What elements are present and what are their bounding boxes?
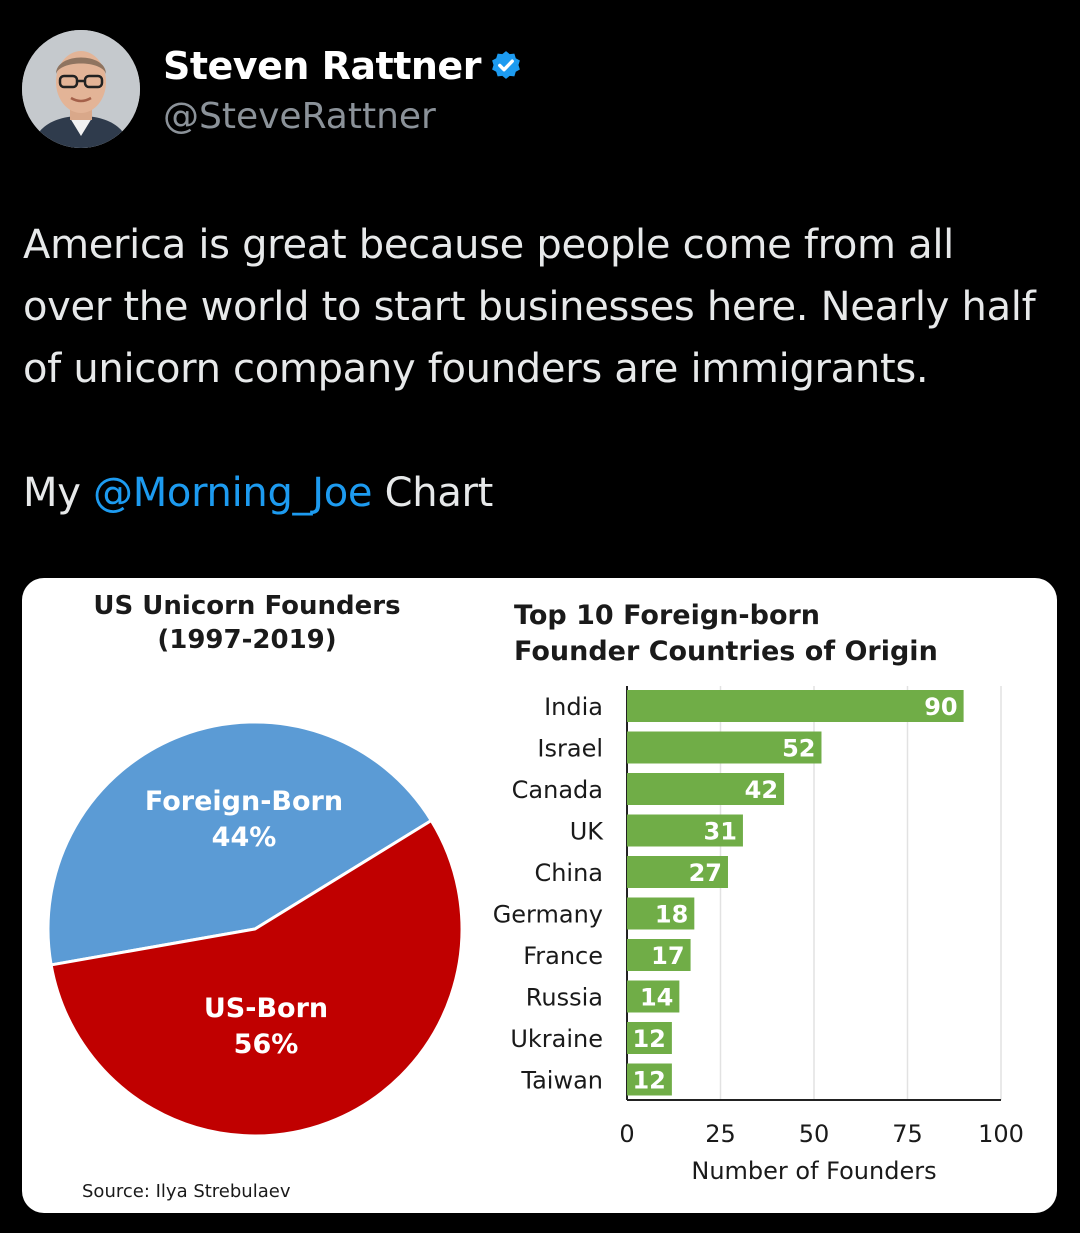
pie-slice-label: Foreign-Born xyxy=(145,786,343,817)
bar-value-label: 31 xyxy=(704,818,737,846)
x-tick-label: 75 xyxy=(892,1120,923,1148)
bar xyxy=(627,939,691,971)
pie-slice-value: 56% xyxy=(234,1029,299,1060)
bar-category-label: India xyxy=(544,693,603,721)
tweet-text-prefix: My xyxy=(23,470,93,516)
bar-value-label: 90 xyxy=(924,693,957,721)
bar xyxy=(627,690,964,722)
pie-subtitle: (1997-2019) xyxy=(157,625,336,655)
bar-subtitle: Founder Countries of Origin xyxy=(514,636,938,667)
tweet-line: My @Morning_Joe Chart xyxy=(23,462,1053,524)
x-tick-label: 50 xyxy=(799,1120,830,1148)
x-tick-label: 0 xyxy=(619,1120,634,1148)
bar-category-label: Ukraine xyxy=(510,1025,603,1053)
bar-value-label: 18 xyxy=(655,901,688,929)
bar-value-label: 14 xyxy=(640,984,673,1012)
bar xyxy=(627,897,695,930)
tweet-text: America is great because people come fro… xyxy=(23,214,1053,524)
chart-source: Source: Ilya Strebulaev xyxy=(82,1181,291,1202)
paragraph-gap xyxy=(23,400,1053,462)
tweet-header: Steven Rattner @SteveRattner xyxy=(22,30,1062,154)
bar-value-label: 12 xyxy=(632,1067,665,1095)
bar xyxy=(627,773,785,805)
pie-slice-us-born xyxy=(49,818,464,1138)
x-tick-label: 25 xyxy=(705,1120,736,1148)
bar xyxy=(627,1022,672,1054)
tweet-text-suffix: Chart xyxy=(372,470,494,516)
pie-slice-label: US-Born xyxy=(204,993,328,1024)
bar-category-label: UK xyxy=(570,818,605,846)
mention-link[interactable]: @Morning_Joe xyxy=(93,470,373,516)
bar-value-label: 27 xyxy=(689,859,722,887)
bar-category-label: Canada xyxy=(512,776,603,804)
verified-badge-icon xyxy=(492,51,520,79)
chart-image[interactable]: US Unicorn Founders (1997-2019) Foreign-Bo… xyxy=(22,578,1057,1213)
avatar-photo xyxy=(22,30,140,148)
bar xyxy=(627,980,680,1013)
author-handle[interactable]: @SteveRattner xyxy=(163,96,436,137)
tweet-line: of unicorn company founders are immigran… xyxy=(23,346,929,392)
pie-slice-value: 44% xyxy=(212,822,277,853)
bar-category-label: China xyxy=(534,859,603,887)
bar-category-label: France xyxy=(523,942,603,970)
pie-slice-foreign-born xyxy=(46,720,434,967)
avatar[interactable] xyxy=(22,30,140,148)
bar-category-label: Taiwan xyxy=(520,1067,603,1095)
bar-value-label: 17 xyxy=(651,942,684,970)
bar xyxy=(627,814,743,847)
x-axis-label: Number of Founders xyxy=(691,1157,936,1185)
bar-value-label: 42 xyxy=(745,776,778,804)
chart-svg: US Unicorn Founders (1997-2019) Foreign-Bo… xyxy=(46,591,1024,1202)
bar xyxy=(627,1063,672,1096)
bar xyxy=(627,856,728,888)
bar-category-label: Germany xyxy=(493,901,603,929)
bar-value-label: 52 xyxy=(782,735,815,763)
tweet-line: over the world to start businesses here.… xyxy=(23,284,1036,330)
x-tick-label: 100 xyxy=(978,1120,1024,1148)
pie-title: US Unicorn Founders xyxy=(93,591,400,621)
tweet-line: America is great because people come fro… xyxy=(23,222,954,268)
bar-category-label: Russia xyxy=(526,984,603,1012)
bar-value-label: 12 xyxy=(632,1025,665,1053)
bar-category-label: Israel xyxy=(537,735,603,763)
bar-title: Top 10 Foreign-born xyxy=(514,600,820,631)
author-name[interactable]: Steven Rattner xyxy=(163,44,481,88)
bar xyxy=(627,731,822,764)
author-row: Steven Rattner xyxy=(163,44,523,88)
